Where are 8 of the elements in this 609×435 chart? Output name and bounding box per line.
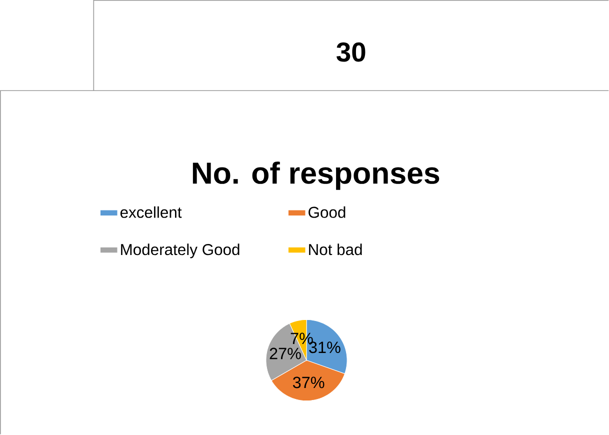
data-label: 37% [292, 376, 324, 388]
legend-label: excellent [120, 206, 182, 218]
data-label: 27% [270, 348, 301, 360]
legend-label: Not bad [309, 244, 362, 256]
legend-label: Good [308, 206, 346, 218]
chart-title: No. of responses [192, 162, 440, 190]
legend-label: Moderately Good [121, 244, 240, 258]
text: 30 [336, 42, 366, 62]
